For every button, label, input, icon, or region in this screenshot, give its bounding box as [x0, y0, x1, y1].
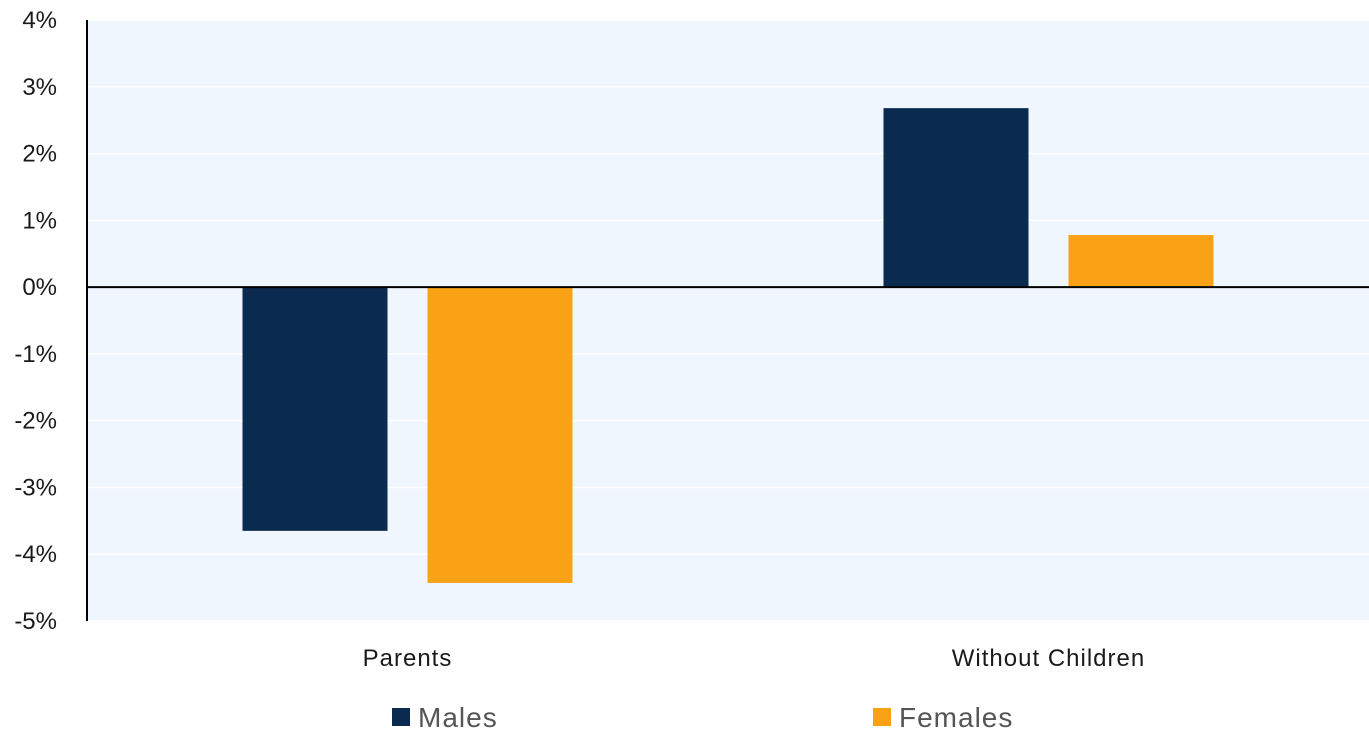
x-category-label: Parents — [363, 645, 453, 672]
y-tick-label: -3% — [14, 474, 57, 501]
legend-swatch-males — [392, 708, 410, 726]
y-axis-ticks: 4% 3% 2% 1% 0% -1% -2% -3% -4% -5% — [14, 7, 57, 635]
bar-females-parents — [427, 287, 573, 583]
x-axis-categories: Parents Without Children — [363, 645, 1145, 672]
legend-label-females: Females — [899, 702, 1013, 731]
y-tick-label: 1% — [22, 207, 57, 234]
y-tick-label: 2% — [22, 141, 57, 168]
y-tick-label: 3% — [22, 74, 57, 101]
bar-males-without-children — [883, 108, 1029, 288]
legend-label-males: Males — [418, 702, 498, 731]
legend-swatch-females — [873, 708, 891, 726]
bar-males-parents — [242, 287, 388, 531]
y-tick-label: -1% — [14, 341, 57, 368]
y-tick-label: -5% — [14, 608, 57, 635]
x-category-label: Without Children — [952, 645, 1145, 672]
y-tick-label: -4% — [14, 541, 57, 568]
y-tick-label: -2% — [14, 408, 57, 435]
bars — [242, 108, 1214, 583]
bar-females-without-children — [1068, 235, 1214, 288]
legend: Males Females — [392, 702, 1013, 731]
gridlines — [87, 19, 1369, 622]
y-tick-label: 4% — [22, 7, 57, 34]
y-tick-label: 0% — [22, 274, 57, 301]
